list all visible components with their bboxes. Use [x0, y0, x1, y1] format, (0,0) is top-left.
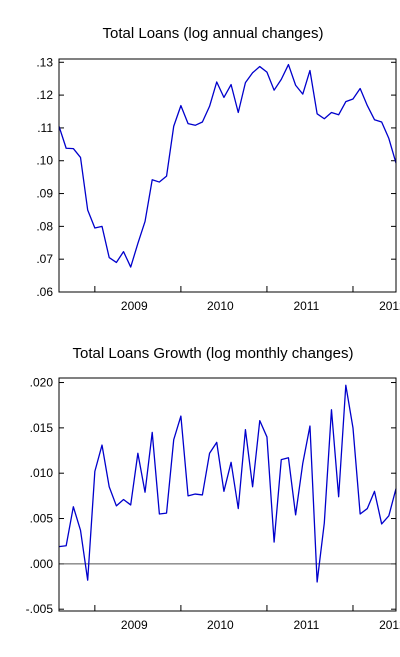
y-tick-label: .12 — [36, 88, 53, 102]
chart-annual-title: Total Loans (log annual changes) — [103, 25, 324, 42]
x-tick-label: 2009 — [121, 618, 148, 632]
y-tick-label: .015 — [30, 421, 54, 435]
y-tick-label: .020 — [30, 376, 54, 390]
chart-annual: Total Loans (log annual changes) .06 .07.… — [36, 25, 400, 313]
y-tick-label: .09 — [36, 187, 53, 201]
x-tick-label: 2010 — [207, 618, 234, 632]
x-tick-label: 2011 — [293, 299, 319, 313]
chart-monthly-plot-frame — [58, 377, 397, 612]
y-tick-label: .005 — [30, 512, 54, 526]
series-line — [58, 384, 397, 583]
y-tick-label: .07 — [36, 252, 53, 266]
x-tick-label: 2012 — [379, 618, 400, 632]
y-tick-label: .010 — [30, 466, 54, 480]
x-tick-label: 2010 — [207, 299, 234, 313]
chart-monthly-labels: -.005 .000 .005 .010 .015 .020 2009 2010 2011 201… — [26, 376, 400, 632]
series-line — [58, 63, 397, 268]
x-tick-label: 2009 — [121, 299, 148, 313]
y-tick-label: .08 — [36, 219, 53, 233]
chart-monthly-series — [58, 384, 397, 583]
y-tick-label: .11 — [37, 121, 53, 135]
chart-annual-series — [58, 63, 397, 268]
y-tick-label: .10 — [36, 154, 53, 168]
y-tick-label: .13 — [36, 55, 53, 69]
chart-monthly-title: Total Loans Growth (log monthly changes) — [73, 345, 354, 362]
y-tick-label: -.005 — [26, 602, 54, 616]
y-tick-label: .000 — [30, 557, 54, 571]
chart-monthly: Total Loans Growth (log monthly changes)… — [26, 345, 400, 632]
y-tick-label: .06 — [36, 285, 53, 299]
x-tick-label: 2012 — [379, 299, 400, 313]
x-tick-label: 2011 — [293, 618, 319, 632]
chart-annual-labels: .06 .07 .08 .09 .10 .11 .12 .13 2009 2010 2011 2012 — [36, 55, 400, 313]
chart-annual-plot-frame — [58, 58, 397, 293]
chart-monthly-ticks — [59, 382, 396, 611]
